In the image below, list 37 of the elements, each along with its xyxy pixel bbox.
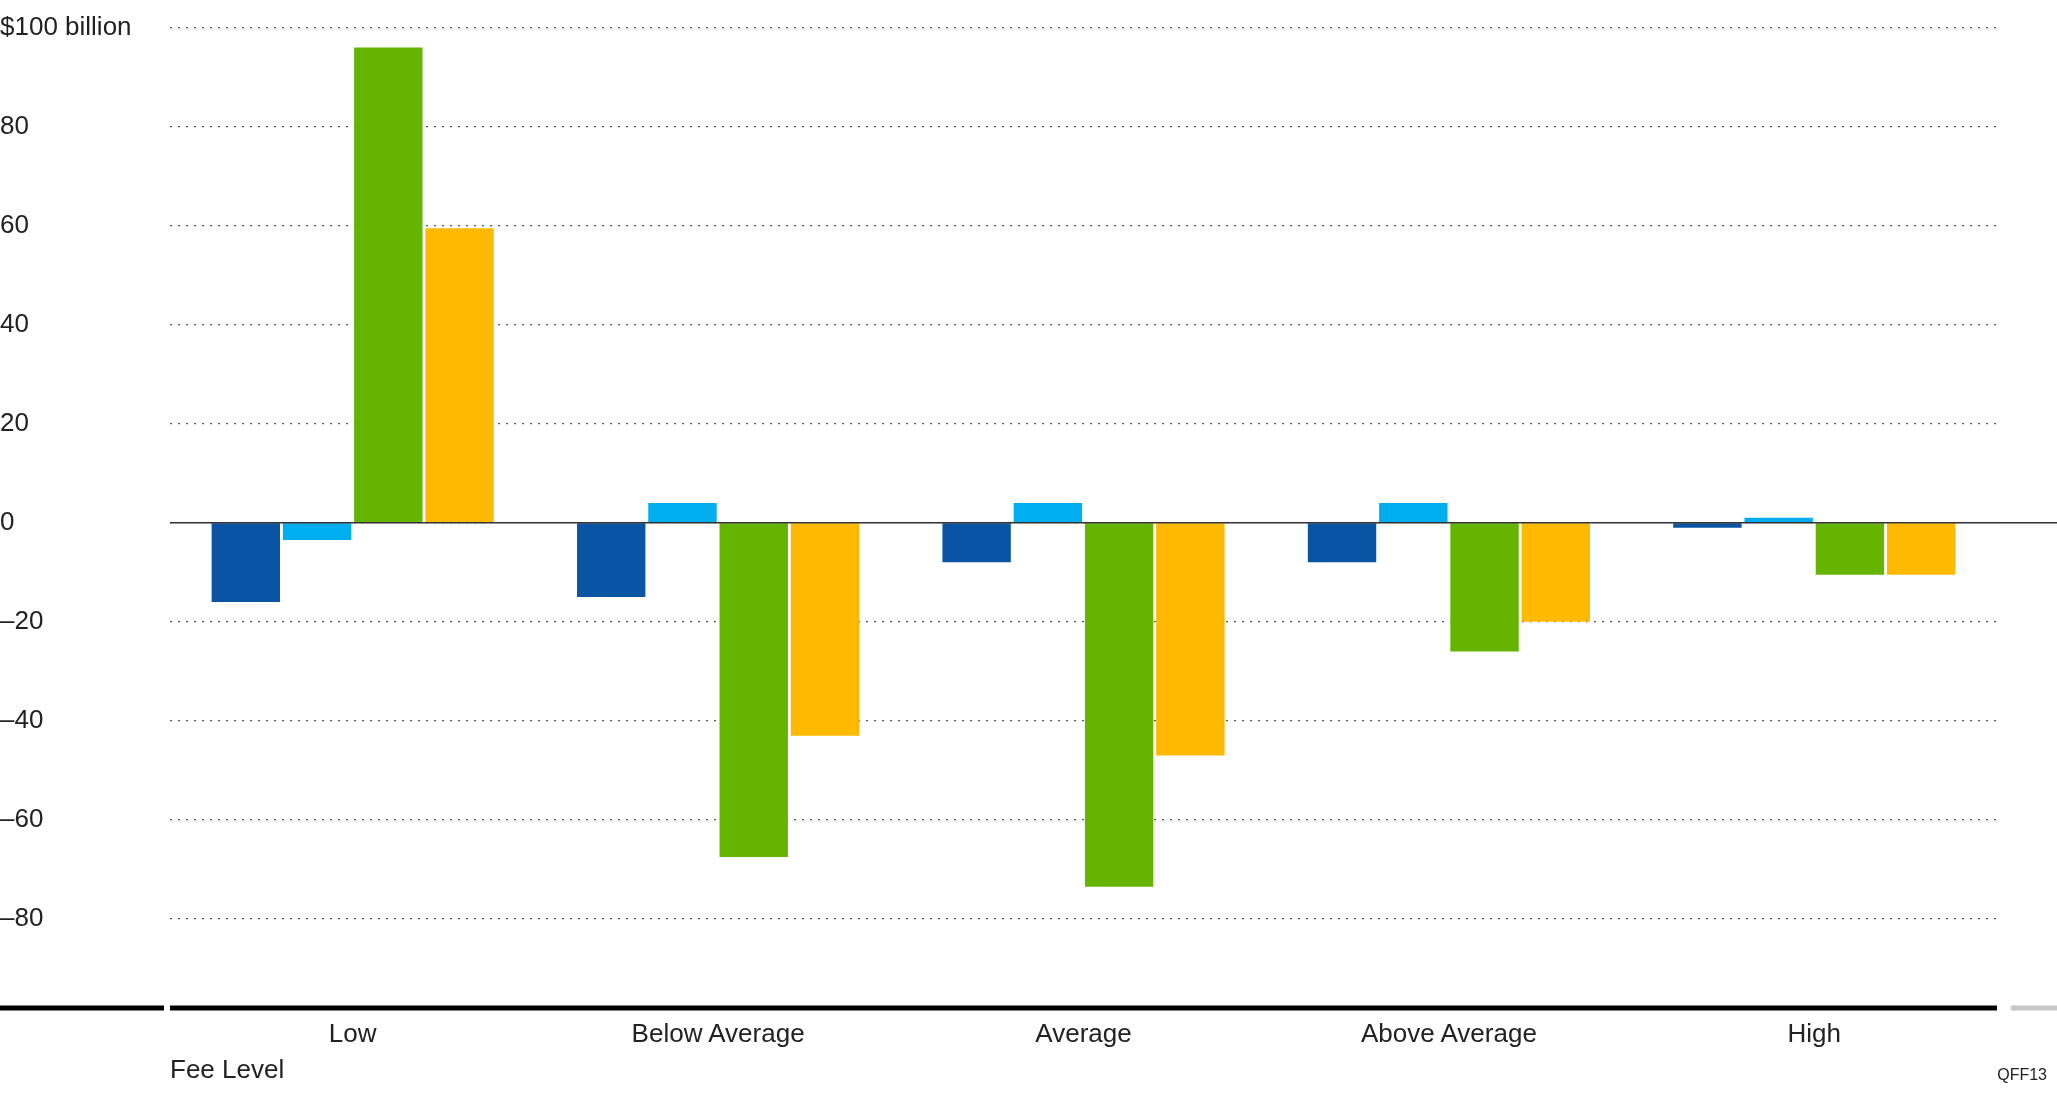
- y-tick-label: 20: [0, 406, 29, 437]
- y-tick-label: –20: [0, 604, 44, 635]
- bar: [1886, 523, 1956, 575]
- bar: [1521, 523, 1590, 622]
- text: QFF13: [1997, 1066, 2048, 1084]
- bar: [1450, 523, 1519, 652]
- bar: [1084, 523, 1154, 887]
- bar: [354, 47, 423, 523]
- bar: [1307, 523, 1377, 563]
- bar: [1744, 517, 1813, 523]
- y-tick-label: –40: [0, 703, 44, 734]
- y-tick-label: $100 billion: [0, 10, 132, 41]
- y-tick-label: 80: [0, 109, 29, 140]
- bar: [1379, 502, 1448, 523]
- bar: [942, 523, 1011, 563]
- x-tick-label: Low: [328, 1018, 377, 1049]
- y-tick-label: 60: [0, 208, 29, 239]
- bar: [577, 523, 646, 598]
- y-tick-label: 40: [0, 307, 29, 338]
- y-tick-label: –80: [0, 902, 44, 933]
- bar: [1156, 523, 1225, 756]
- y-tick-label: 0: [0, 505, 15, 536]
- bar: [211, 523, 281, 602]
- bar: [648, 502, 717, 523]
- bar: [719, 523, 788, 857]
- bar: [282, 523, 352, 541]
- bar: [1815, 523, 1885, 575]
- bar: [425, 228, 494, 523]
- y-tick-label: –60: [0, 803, 44, 834]
- bar: [790, 523, 860, 736]
- x-tick-label: Average: [1035, 1018, 1132, 1049]
- x-axis-title: Fee Level: [170, 1054, 285, 1085]
- x-tick-label: High: [1787, 1018, 1842, 1049]
- bar: [1013, 502, 1083, 523]
- bar: [1673, 523, 1742, 528]
- x-tick-label: Below Average: [631, 1018, 805, 1049]
- x-tick-label: Above Average: [1360, 1018, 1537, 1049]
